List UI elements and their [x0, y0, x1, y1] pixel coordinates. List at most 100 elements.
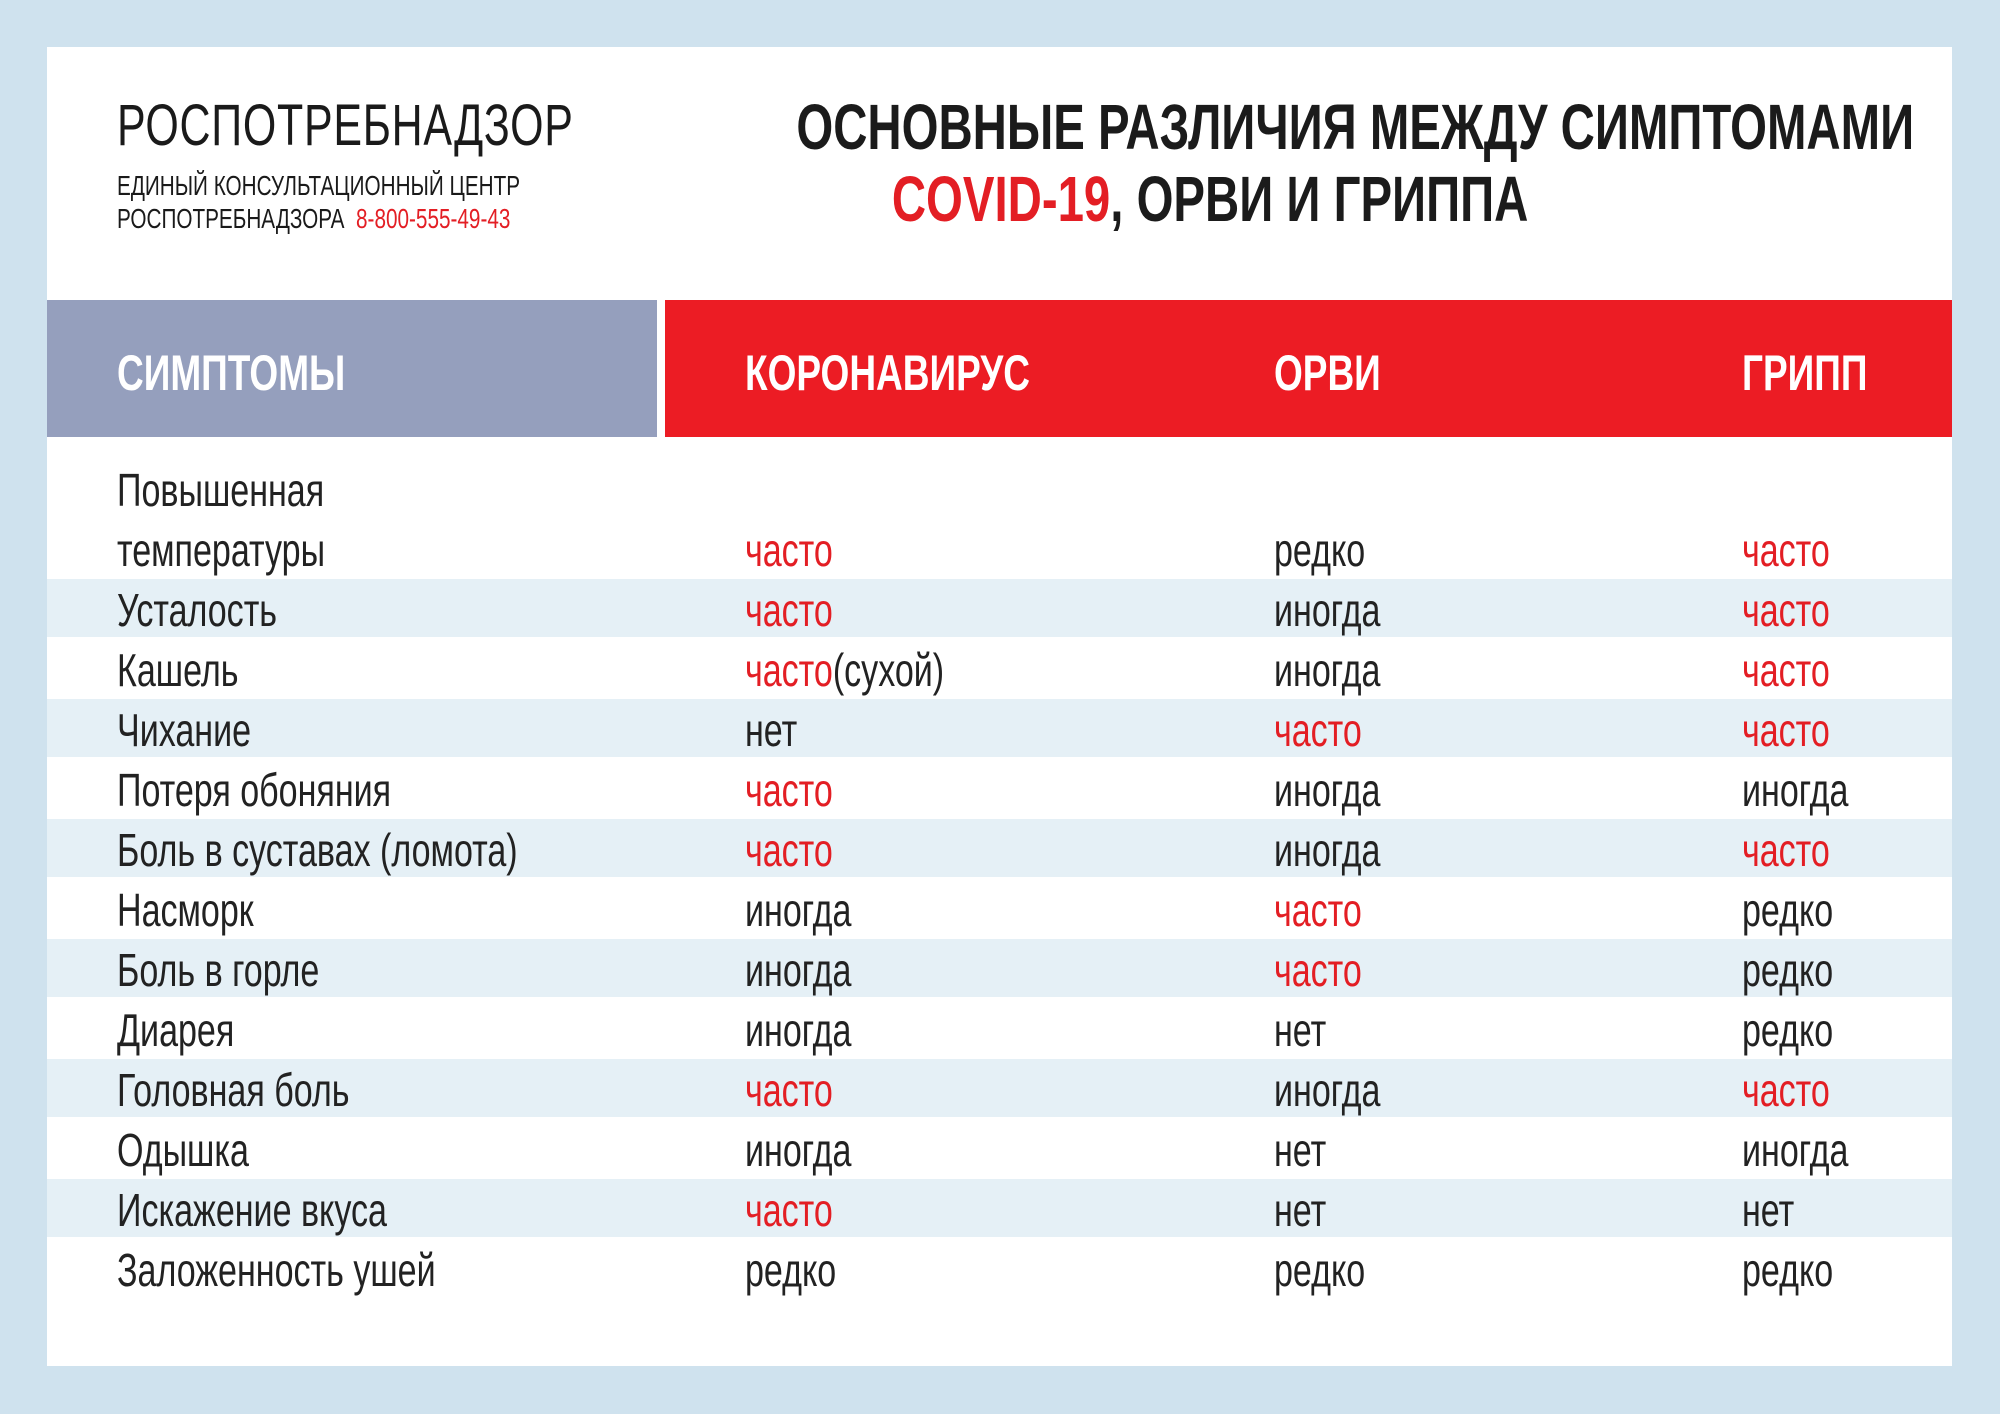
cell-covid-text: иногда	[745, 1004, 852, 1056]
cell-covid-text: часто	[745, 764, 833, 816]
symptom-label: Головная боль	[117, 1060, 431, 1120]
cell-flu-text: часто	[1742, 524, 1830, 576]
cell-flu: редко	[1742, 1000, 1865, 1060]
cell-orvi-text: редко	[1274, 524, 1366, 576]
hotline-line1: ЕДИНЫЙ КОНСУЛЬТАЦИОННЫЙ ЦЕНТР	[117, 170, 662, 202]
org-name: РОСПОТРЕБНАДЗОР	[117, 93, 574, 158]
cell-flu: часто	[1742, 580, 1861, 640]
cell-flu: часто	[1742, 520, 1861, 580]
cell-flu: часто	[1742, 640, 1861, 700]
cell-flu-text: редко	[1742, 1004, 1834, 1056]
symptom-label: Диарея	[117, 1000, 276, 1060]
cell-covid-text: часто	[745, 524, 833, 576]
cell-orvi-text: нет	[1274, 1004, 1327, 1056]
symptom-label: Заложенность ушей	[117, 1240, 548, 1300]
cell-flu-text: редко	[1742, 884, 1834, 936]
cell-covid-text: нет	[745, 704, 798, 756]
cell-flu: редко	[1742, 1240, 1865, 1300]
cell-orvi: редко	[1274, 520, 1397, 580]
symptom-label: Боль в суставах (ломота)	[117, 820, 658, 880]
column-header-flu: ГРИПП	[1742, 344, 1912, 402]
symptom-label-text: температуры	[117, 524, 326, 576]
cell-flu-text: редко	[1742, 1244, 1834, 1296]
cell-covid: иногда	[745, 1120, 889, 1180]
hotline-phone: 8-800-555-49-43	[356, 203, 511, 234]
cell-orvi: нет	[1274, 1000, 1345, 1060]
title-covid: COVID-19	[891, 163, 1111, 235]
cell-flu-text: часто	[1742, 704, 1830, 756]
column-header-text: ГРИПП	[1742, 345, 1868, 401]
cell-orvi-text: редко	[1274, 1244, 1366, 1296]
symptom-label-text: Усталость	[117, 584, 278, 636]
symptom-label-text: Повышенная	[117, 464, 325, 516]
hotline-text: ЕДИНЫЙ КОНСУЛЬТАЦИОННЫЙ ЦЕНТР	[117, 170, 521, 201]
symptom-label: температуры	[117, 520, 398, 580]
cell-covid: часто	[745, 520, 864, 580]
column-header-symptoms: СИМПТОМЫ	[117, 344, 425, 402]
cell-flu: часто	[1742, 700, 1861, 760]
cell-covid-text: часто	[745, 1184, 833, 1236]
cell-covid: редко	[745, 1240, 868, 1300]
cell-orvi-text: нет	[1274, 1184, 1327, 1236]
cell-orvi: иногда	[1274, 640, 1418, 700]
cell-flu-text: часто	[1742, 824, 1830, 876]
symptom-label: Повышенная	[117, 460, 397, 520]
cell-covid: часто	[745, 1060, 864, 1120]
symptom-label-text: Потеря обоняния	[117, 764, 392, 816]
cell-orvi: редко	[1274, 1240, 1397, 1300]
symptom-label-text: Головная боль	[117, 1064, 350, 1116]
cell-orvi: иногда	[1274, 820, 1418, 880]
row-stripe	[47, 579, 1952, 637]
symptom-label: Потеря обоняния	[117, 760, 487, 820]
cell-orvi-text: иногда	[1274, 764, 1381, 816]
cell-flu-text: редко	[1742, 944, 1834, 996]
symptom-label-text: Боль в горле	[117, 944, 320, 996]
hotline-org: РОСПОТРЕБНАДЗОРА	[117, 203, 345, 234]
cell-orvi: иногда	[1274, 760, 1418, 820]
cell-covid: часто	[745, 1180, 864, 1240]
cell-covid-text: часто	[745, 824, 833, 876]
row-stripe	[47, 819, 1952, 877]
symptom-label-text: Насморк	[117, 884, 254, 936]
cell-flu: редко	[1742, 880, 1865, 940]
row-stripe	[47, 939, 1952, 997]
cell-covid: часто	[745, 760, 864, 820]
title-text: ОСНОВНЫЕ РАЗЛИЧИЯ МЕЖДУ СИМПТОМАМИ	[796, 91, 1915, 163]
org-logo-text: РОСПОТРЕБНАДЗОР	[117, 92, 734, 159]
cell-orvi: иногда	[1274, 580, 1418, 640]
symptom-label-text: Одышка	[117, 1124, 249, 1176]
row-stripe	[47, 1179, 1952, 1237]
cell-orvi-text: иногда	[1274, 584, 1381, 636]
row-stripe	[47, 699, 1952, 757]
cell-covid: иногда	[745, 880, 889, 940]
cell-flu-text: нет	[1742, 1184, 1795, 1236]
title-rest: , ОРВИ И ГРИППА	[1110, 163, 1529, 235]
cell-flu: часто	[1742, 820, 1861, 880]
cell-covid-text: иногда	[745, 884, 852, 936]
header-cell-symptoms	[47, 300, 657, 437]
cell-covid: иногда	[745, 940, 889, 1000]
cell-covid: часто	[745, 820, 864, 880]
symptom-label-text: Заложенность ушей	[117, 1244, 436, 1296]
cell-orvi-text: часто	[1274, 884, 1362, 936]
page-title-line1: ОСНОВНЫЕ РАЗЛИЧИЯ МЕЖДУ СИМПТОМАМИ	[600, 90, 1914, 164]
cell-note: (сухой)	[832, 644, 945, 696]
cell-flu: нет	[1742, 1180, 1813, 1240]
symptom-label: Чихание	[117, 700, 298, 760]
cell-orvi-text: нет	[1274, 1124, 1327, 1176]
column-header-text: ОРВИ	[1274, 345, 1381, 401]
cell-orvi-text: часто	[1274, 704, 1362, 756]
cell-flu-text: часто	[1742, 644, 1830, 696]
cell-covid-text: часто	[745, 1064, 833, 1116]
cell-orvi: часто	[1274, 880, 1393, 940]
symptom-label: Боль в горле	[117, 940, 390, 1000]
cell-covid-text: часто	[745, 584, 833, 636]
cell-orvi-text: иногда	[1274, 824, 1381, 876]
cell-orvi: нет	[1274, 1120, 1345, 1180]
cell-flu-text: иногда	[1742, 764, 1849, 816]
cell-flu: редко	[1742, 940, 1865, 1000]
cell-orvi: нет	[1274, 1180, 1345, 1240]
symptom-label-text: Чихание	[117, 704, 252, 756]
cell-covid: нет	[745, 700, 816, 760]
symptom-label: Искажение вкуса	[117, 1180, 482, 1240]
